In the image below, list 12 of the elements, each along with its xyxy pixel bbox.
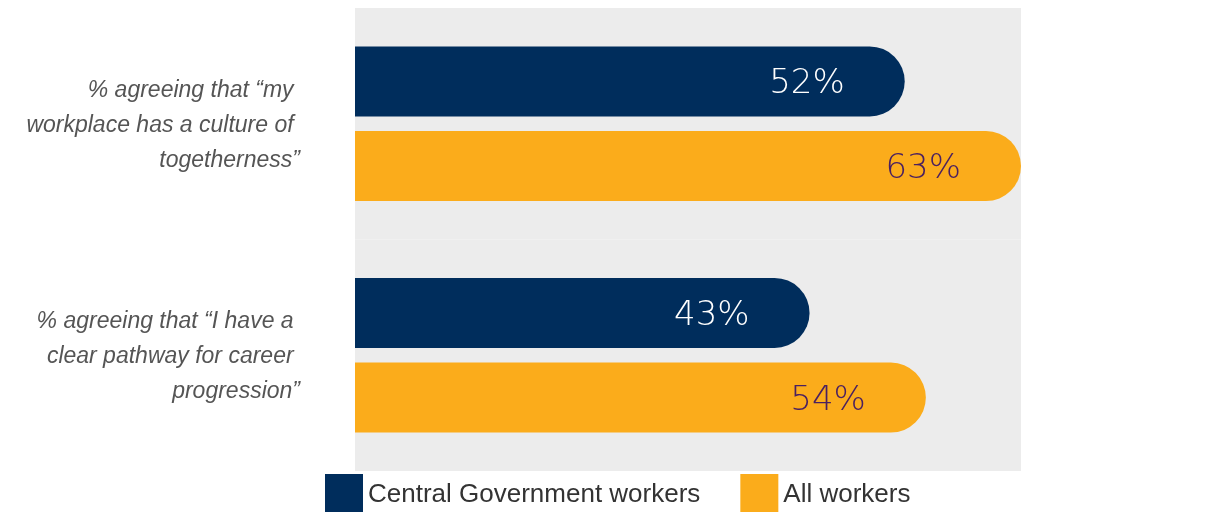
bar	[355, 277, 810, 348]
data-label: 54%	[790, 377, 866, 418]
bar	[355, 131, 1021, 202]
bar	[355, 46, 905, 117]
y-tick-label: % agreeing that “my workplace has a culture of togetherness”	[26, 75, 302, 172]
bar	[355, 362, 926, 433]
data-label: 43%	[673, 292, 750, 333]
data-label: 52%	[769, 61, 845, 102]
legend-label: All workers	[783, 478, 911, 508]
data-label: 63%	[885, 146, 961, 187]
y-tick-label: % agreeing that “I have a clear pathway for career progression”	[36, 307, 302, 404]
legend-label: Central Government workers	[368, 478, 701, 508]
